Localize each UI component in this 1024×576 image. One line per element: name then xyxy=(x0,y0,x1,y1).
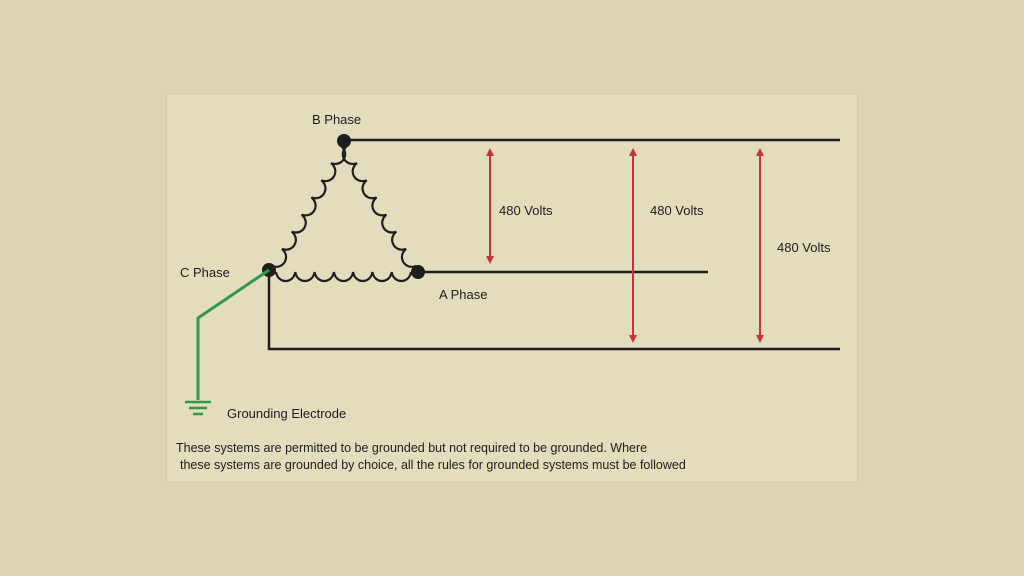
grounding-electrode-label: Grounding Electrode xyxy=(227,406,346,421)
ground-symbol-icon xyxy=(185,400,211,416)
diagram-panel xyxy=(166,93,858,483)
b-phase-node xyxy=(337,134,351,148)
winding-c-a xyxy=(274,271,413,283)
winding-b-a xyxy=(341,145,417,268)
voltage-label-b-c-2: 480 Volts xyxy=(777,240,831,255)
a-phase-node xyxy=(411,265,425,279)
c-phase-conductor xyxy=(267,270,840,351)
note-line-2: these systems are grounded by choice, al… xyxy=(180,458,686,472)
a-phase-label: A Phase xyxy=(439,287,487,302)
voltage-label-b-c: 480 Volts xyxy=(650,203,704,218)
voltage-label-b-a: 480 Volts xyxy=(499,203,553,218)
winding-c-b xyxy=(271,145,347,268)
b-phase-label: B Phase xyxy=(312,112,361,127)
c-phase-label: C Phase xyxy=(180,265,230,280)
note-line-1: These systems are permitted to be ground… xyxy=(176,441,648,455)
grounding-conductor xyxy=(196,268,270,400)
